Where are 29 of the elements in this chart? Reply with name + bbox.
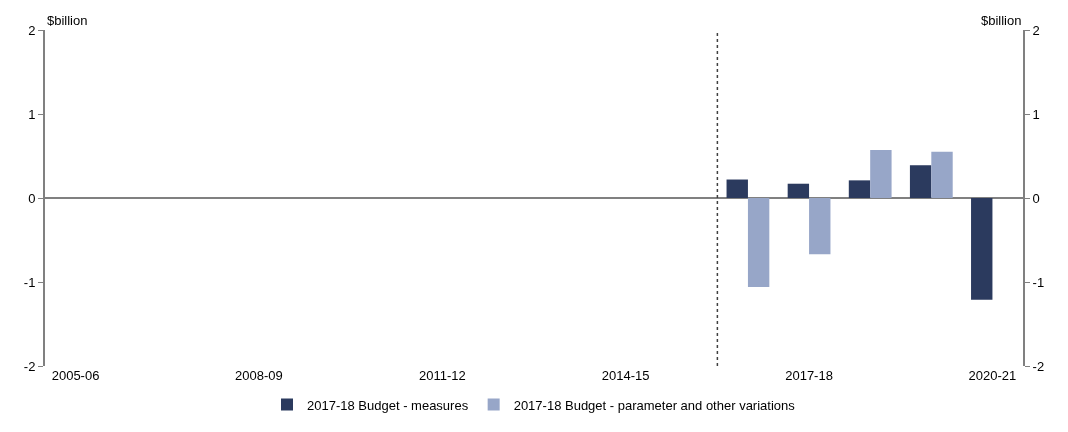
x-tick-label: 2017-18	[785, 368, 833, 383]
y2-tick-label: 1	[1032, 106, 1040, 122]
x-tick-label: 2008-09	[235, 368, 283, 383]
y-tick-label: 1	[28, 106, 36, 122]
bar	[870, 150, 892, 198]
y-tick-label: -2	[23, 358, 36, 374]
bar	[726, 179, 748, 198]
y2-tick-label: -1	[1032, 274, 1045, 290]
bar	[747, 198, 770, 288]
y-tick-label: -1	[23, 274, 36, 290]
legend-label: 2017-18 Budget - measures	[307, 397, 469, 413]
bar	[787, 183, 810, 198]
y-axis-title: $billion	[47, 13, 88, 28]
y2-tick-label: 0	[1032, 190, 1040, 206]
y-tick-label: 0	[28, 190, 36, 206]
y-tick-label: 2	[28, 22, 36, 38]
bar	[848, 180, 871, 198]
x-tick-label: 2014-15	[601, 368, 650, 383]
legend-label: 2017-18 Budget - parameter and other variations	[513, 397, 796, 413]
bar	[909, 165, 932, 198]
y2-axis-title: $billion	[981, 13, 1022, 28]
y2-tick-label: 2	[1032, 22, 1040, 38]
bar	[931, 151, 953, 198]
y2-tick-label: -2	[1032, 358, 1045, 374]
x-tick-label: 2020-21	[968, 368, 1017, 383]
x-tick-label: 2011-12	[418, 368, 466, 383]
bar	[809, 198, 831, 255]
bar	[971, 198, 993, 300]
x-tick-label: 2005-06	[51, 368, 100, 383]
